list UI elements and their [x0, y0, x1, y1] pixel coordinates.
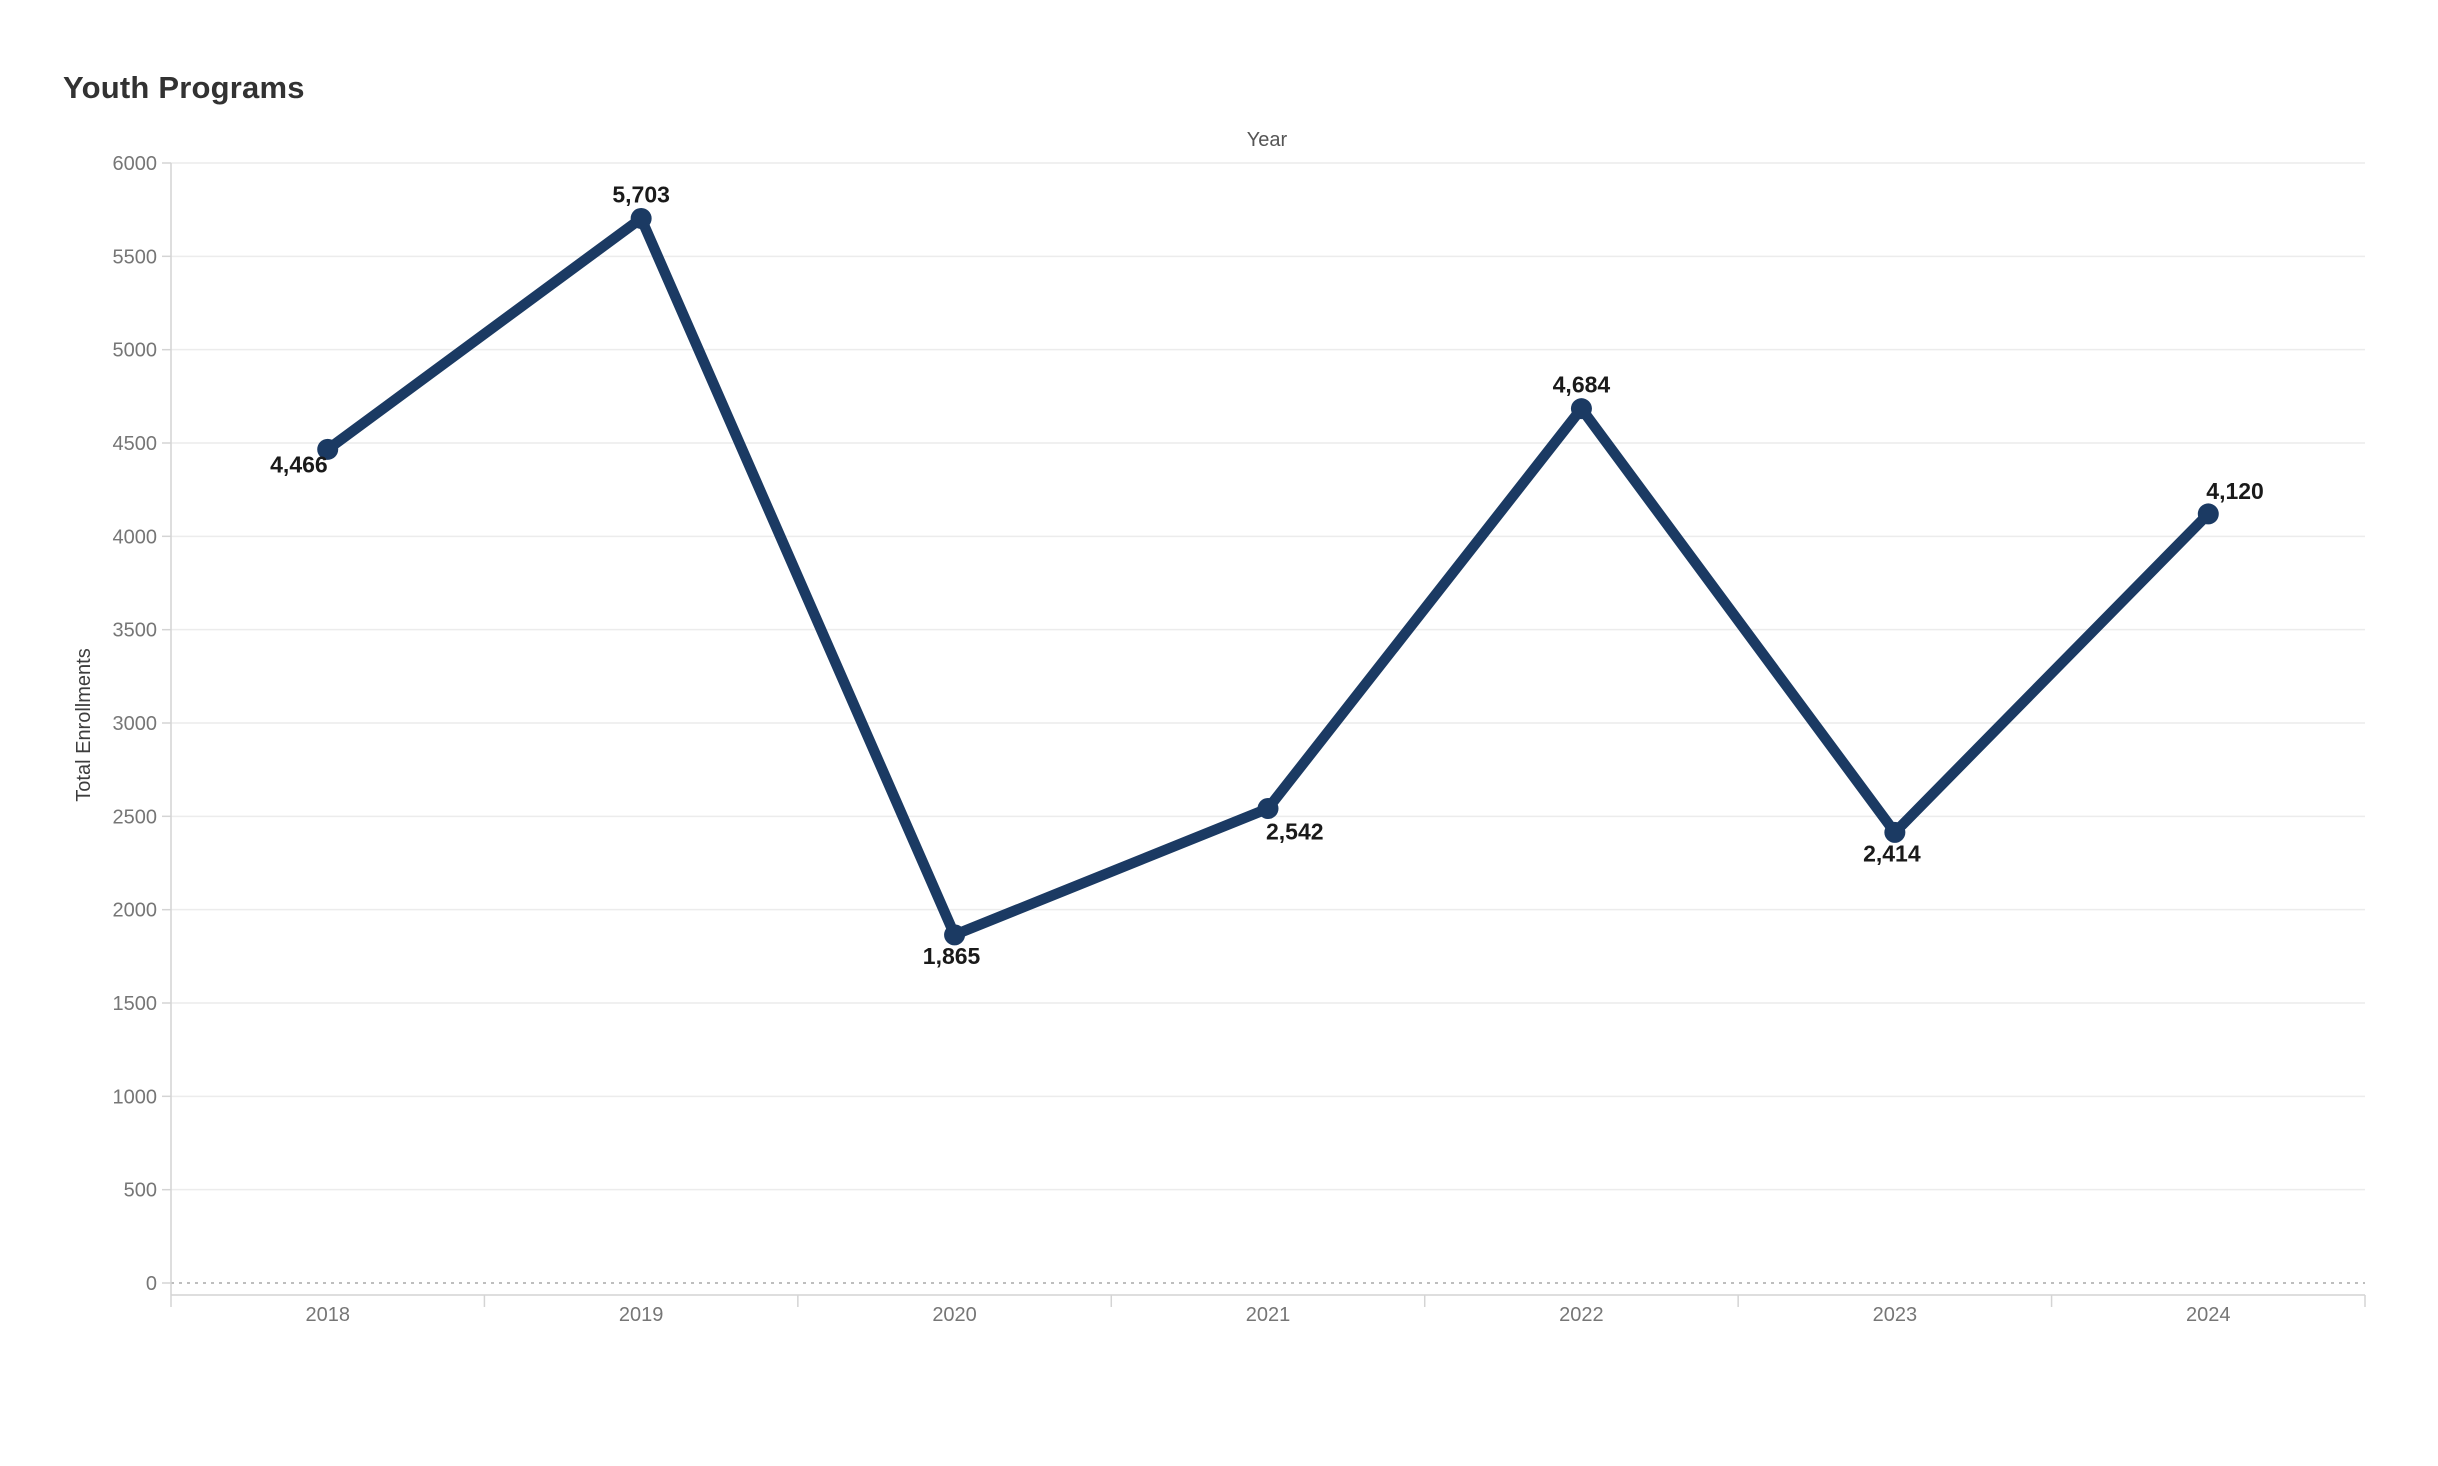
- gridlines-layer: [171, 162, 2365, 1284]
- y-tick-label: 1500: [113, 993, 158, 1015]
- data-point[interactable]: [317, 438, 339, 460]
- x-tick-label: 2020: [932, 1304, 977, 1326]
- data-point-label: 2,542: [1266, 818, 1324, 844]
- x-tick-label: 2018: [305, 1304, 350, 1326]
- data-point-label: 5,703: [612, 181, 670, 207]
- x-tick-label: 2022: [1559, 1304, 1604, 1326]
- y-tick-label: 5500: [113, 246, 158, 268]
- data-point[interactable]: [1884, 821, 1906, 843]
- axes-layer: 0 500 1000 1500 2000 2500 3000 3500 4000 4500 5000…: [113, 153, 2366, 1326]
- data-point-label: 4,466: [270, 451, 328, 477]
- x-tick-label: 2021: [1246, 1304, 1291, 1326]
- y-tick-label: 500: [124, 1180, 157, 1202]
- y-tick-label: 6000: [113, 153, 158, 175]
- x-tick-label: 2023: [1873, 1304, 1918, 1326]
- y-axis-title: Total Enrollments: [73, 648, 95, 801]
- data-point[interactable]: [944, 924, 966, 946]
- data-point-label: 4,120: [2206, 478, 2264, 504]
- series-layer: [317, 207, 2219, 946]
- data-point[interactable]: [2197, 503, 2219, 525]
- data-point-label: 2,414: [1863, 840, 1921, 866]
- x-tick-label: 2019: [619, 1304, 664, 1326]
- x-axis-title: Year: [1247, 129, 1288, 151]
- data-point[interactable]: [1570, 398, 1592, 420]
- data-point[interactable]: [1257, 797, 1279, 819]
- y-tick-label: 3500: [113, 620, 158, 642]
- x-tick-label: 2024: [2186, 1304, 2231, 1326]
- y-tick-label: 2000: [113, 900, 158, 922]
- chart-title: Youth Programs: [63, 70, 305, 105]
- y-tick-label: 4000: [113, 526, 158, 548]
- y-tick-label: 1000: [113, 1086, 158, 1108]
- y-tick-label: 4500: [113, 433, 158, 455]
- y-tick-label: 5000: [113, 340, 158, 362]
- data-point-label: 1,865: [923, 943, 981, 969]
- y-tick-label: 2500: [113, 806, 158, 828]
- y-tick-label: 3000: [113, 713, 158, 735]
- data-point[interactable]: [630, 207, 652, 229]
- data-point-label: 4,684: [1553, 372, 1611, 398]
- labels-layer: 4,466 5,703 1,865 2,542 4,684 2,414 4,120: [270, 181, 2264, 968]
- y-tick-label: 0: [146, 1273, 157, 1295]
